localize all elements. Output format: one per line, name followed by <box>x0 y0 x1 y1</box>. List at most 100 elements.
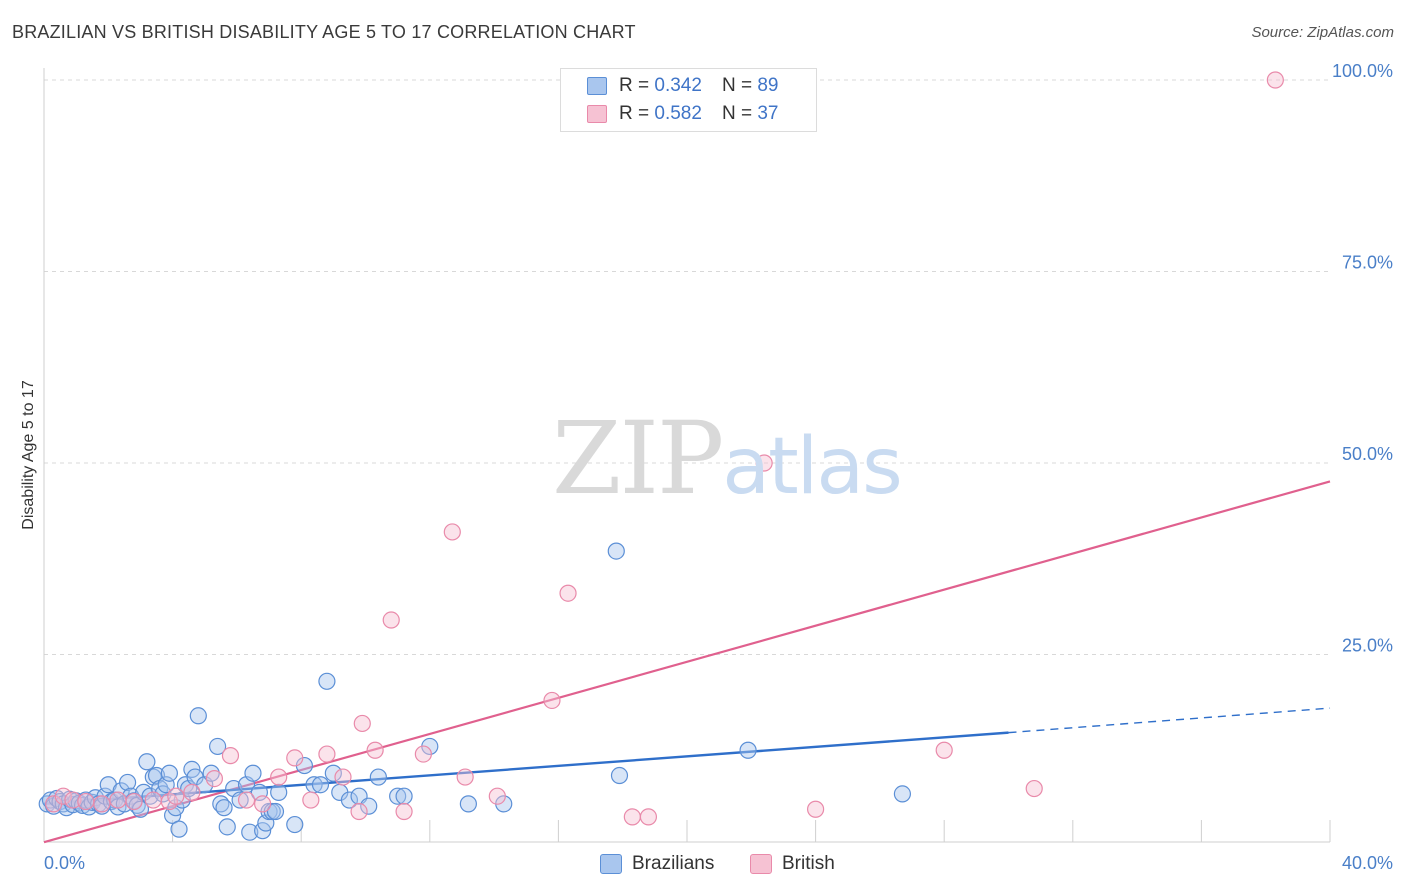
brazilians-point <box>340 791 359 809</box>
x-tick-label: 40.0% <box>1342 853 1393 873</box>
legend-r-value: 0.582 <box>654 103 702 124</box>
british-trend-line <box>43 480 1331 844</box>
british-point <box>54 787 72 805</box>
brazilians-point <box>215 799 233 817</box>
british-point <box>286 749 304 767</box>
british-point <box>254 795 272 813</box>
brazilians-point <box>459 795 477 813</box>
legend-n-value: 89 <box>757 75 779 96</box>
brazilians-point <box>266 802 285 821</box>
british-point <box>183 783 201 801</box>
bottom-legend-swatch-blue <box>600 854 622 874</box>
british-point <box>639 808 658 826</box>
brazilians-point <box>369 768 387 786</box>
british-point <box>623 808 641 826</box>
british-point <box>221 747 240 765</box>
british-point <box>414 745 432 763</box>
legend-row-brazilians: R = 0.342 N = 89 <box>587 73 778 99</box>
bottom-legend-british: British <box>750 851 835 877</box>
legend-n-label: N = <box>721 75 753 96</box>
watermark: ZIPatlas <box>552 400 903 517</box>
british-point <box>935 741 953 759</box>
brazilians-point <box>241 823 259 841</box>
british-point <box>488 787 506 805</box>
brazilians-point <box>80 798 98 816</box>
y-tick-label: 50.0% <box>1342 444 1393 464</box>
british-point <box>334 768 352 786</box>
british-point <box>302 791 320 809</box>
brazilians-point <box>170 820 188 838</box>
british-point <box>125 792 143 811</box>
british-point <box>443 523 461 541</box>
brazilians-point <box>231 791 249 809</box>
british-point <box>350 802 368 821</box>
bottom-legend-label: Brazilians <box>632 853 715 874</box>
watermark-zip: ZIP <box>552 400 724 517</box>
british-point <box>559 584 577 602</box>
watermark-atlas: atlas <box>722 422 902 512</box>
british-point <box>318 745 336 763</box>
brazilians-point <box>244 764 262 782</box>
british-point <box>456 768 474 786</box>
source-label: Source: ZipAtlas.com <box>1251 24 1394 41</box>
trend-lines <box>43 480 1331 844</box>
x-tick-label: 0.0% <box>44 853 85 873</box>
brazilians-point <box>360 797 378 815</box>
y-tick-label: 100.0% <box>1332 61 1393 81</box>
british-point <box>144 791 162 809</box>
brazilians-point <box>311 776 330 794</box>
british-point <box>543 691 561 710</box>
british-point <box>395 802 413 821</box>
brazilians-point <box>324 764 342 782</box>
legend-swatch-blue <box>587 77 607 95</box>
chart-title: BRAZILIAN VS BRITISH DISABILITY AGE 5 TO… <box>12 22 636 42</box>
brazilians-point <box>607 542 625 560</box>
british-point <box>806 800 825 818</box>
brazilians-point <box>138 753 156 771</box>
legend-swatch-pink <box>587 105 607 123</box>
bottom-legend-label: British <box>782 853 835 874</box>
brazilians-point <box>118 773 137 792</box>
brazilians-point <box>209 737 227 756</box>
brazilians-point <box>318 672 336 690</box>
british-point <box>237 791 256 809</box>
axes-layer <box>43 68 1330 843</box>
british-point <box>382 611 400 629</box>
british-point <box>755 454 773 472</box>
british-point <box>270 768 288 786</box>
brazilians-point <box>893 785 912 803</box>
legend-n-value: 37 <box>757 103 779 124</box>
bottom-legend-swatch-pink <box>750 854 772 874</box>
brazilians-point <box>189 707 207 725</box>
british-point <box>167 787 185 805</box>
legend-n-label: N = <box>721 103 753 124</box>
y-tick-label: 75.0% <box>1342 253 1393 273</box>
brazilians-point <box>160 764 178 782</box>
british-point <box>64 791 82 809</box>
data-points <box>38 71 1284 841</box>
brazilians-point <box>202 764 220 782</box>
british-point <box>205 769 223 788</box>
british-point <box>1266 71 1284 89</box>
brazilians-point <box>739 741 757 759</box>
legend-r-label: R = <box>619 75 650 96</box>
y-tick-label: 25.0% <box>1342 636 1393 656</box>
brazilians-point <box>270 783 288 801</box>
brazilians-point <box>218 818 236 836</box>
brazilians-point <box>122 787 140 805</box>
y-axis-label: Disability Age 5 to 17 <box>20 380 37 530</box>
british-point <box>1025 779 1043 798</box>
tick-labels: 25.0% 50.0% 75.0% 100.0% 0.0% 40.0% <box>44 61 1393 873</box>
stats-legend: R = 0.342 N = 89 R = 0.582 N = 37 <box>560 68 817 132</box>
brazilians-trend-extension <box>1008 707 1331 734</box>
brazilians-point <box>395 787 413 805</box>
british-point <box>353 714 371 733</box>
british-point <box>77 792 95 811</box>
british-point <box>109 791 127 809</box>
british-point <box>93 795 111 813</box>
legend-r-label: R = <box>619 103 650 124</box>
brazilians-point <box>389 787 407 805</box>
brazilians-trend-line <box>43 731 1009 806</box>
british-point <box>366 741 384 759</box>
